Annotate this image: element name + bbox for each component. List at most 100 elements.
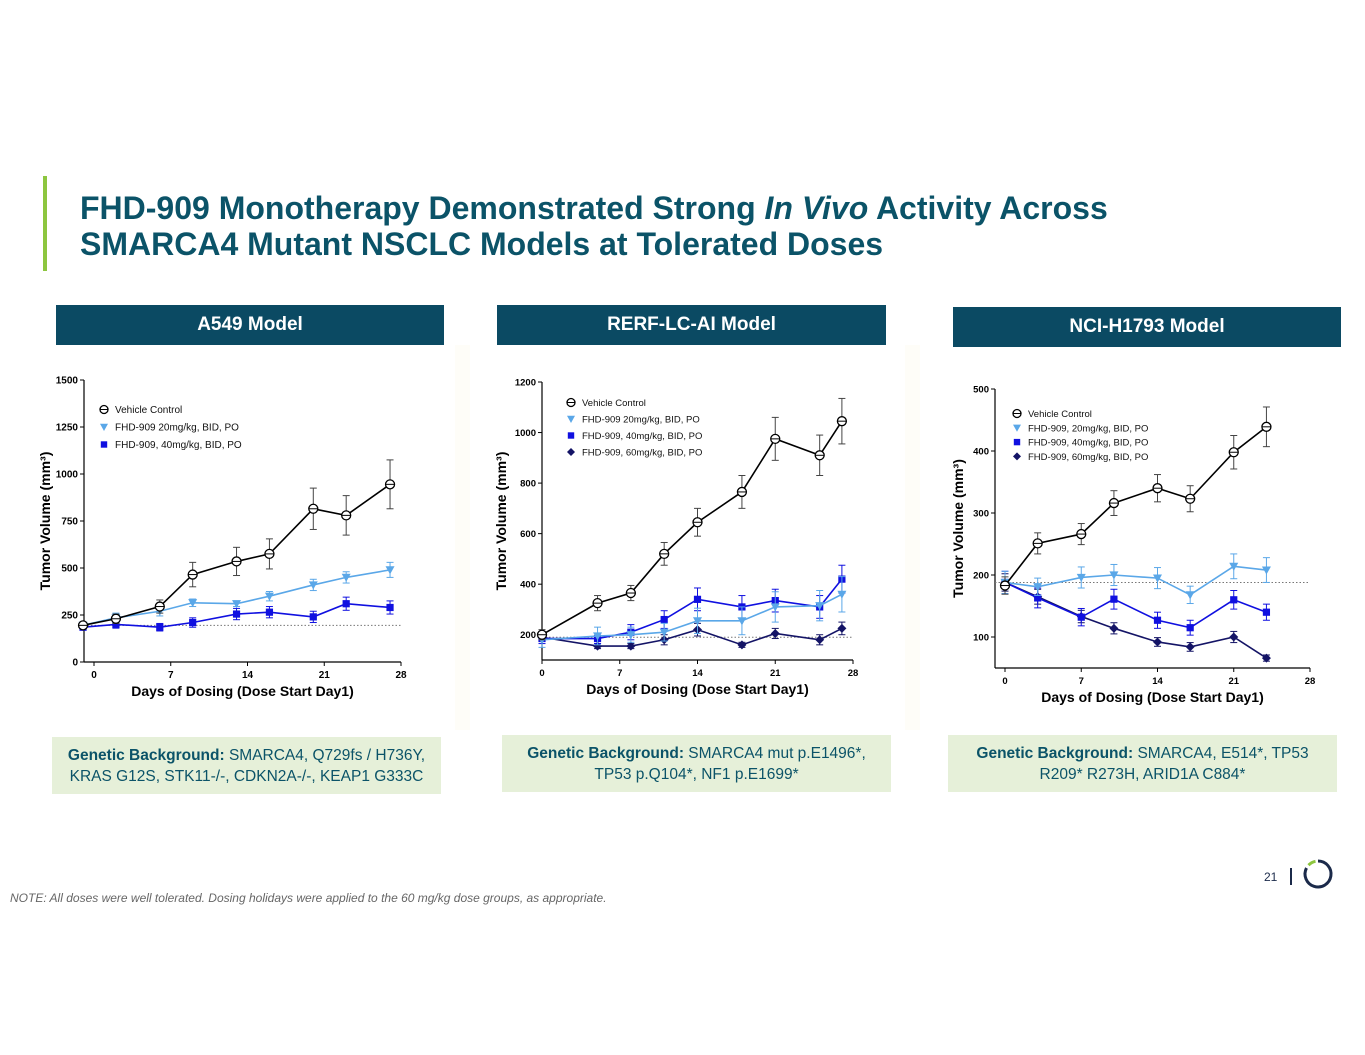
data-point <box>1229 562 1239 571</box>
series-line <box>541 593 843 641</box>
data-point <box>815 602 825 611</box>
genetic-text: SMARCA4, E514*, TP53 R209* R273H, ARID1A… <box>1039 744 1309 783</box>
data-point <box>626 631 636 640</box>
y-axis-label: Tumor Volume (mm³) <box>950 459 966 598</box>
legend: Vehicle Control FHD-909 20mg/kg, BID, PO F… <box>99 404 242 451</box>
y-axis-label: Tumor Volume (mm³) <box>37 452 53 591</box>
series-line <box>1004 581 1267 629</box>
y-tick-label: 250 <box>61 611 78 622</box>
data-point <box>232 600 242 609</box>
legend-item: FHD-909, 40mg/kg, BID, PO <box>1013 438 1148 449</box>
title-italic: In Vivo <box>764 190 869 226</box>
y-tick-label: 500 <box>61 564 78 575</box>
data-point <box>1034 594 1042 602</box>
data-point <box>1229 632 1239 642</box>
data-point <box>341 510 352 521</box>
panel-header-a549: A549 Model <box>56 305 444 345</box>
chart-rerf: 200 400 600 800 1000 1200 0 7 14 21 28 Days of Dosi… <box>493 378 858 698</box>
data-point <box>341 573 351 582</box>
legend-label: FHD-909 20mg/kg, BID, PO <box>115 423 239 434</box>
y-tick-label: 200 <box>520 630 536 641</box>
data-point <box>1108 497 1120 509</box>
data-point <box>1109 571 1119 580</box>
data-point <box>1033 583 1043 592</box>
legend-marker <box>566 397 576 408</box>
genetic-background-rerf: Genetic Background: SMARCA4 mut p.E1496*… <box>502 735 891 792</box>
x-tick-label: 21 <box>319 670 331 681</box>
data-point <box>1262 608 1271 616</box>
data-point <box>1185 642 1195 652</box>
data-point <box>1185 493 1196 504</box>
page-separator <box>1290 868 1292 885</box>
legend-item: FHD-909, 20mg/kg, BID, PO <box>1013 423 1148 434</box>
data-point <box>112 620 120 628</box>
title-part2: Activity Across <box>868 190 1108 226</box>
page-number: 21 <box>1264 870 1278 884</box>
legend-label: FHD-909, 60mg/kg, BID, PO <box>582 448 702 459</box>
y-tick-label: 300 <box>973 509 989 520</box>
data-point <box>77 620 89 631</box>
chart-nci: 100 200 300 400 500 0 7 14 21 28 Days of Dosing (D… <box>950 385 1315 706</box>
data-point <box>1153 616 1162 624</box>
data-point <box>737 640 747 650</box>
legend: Vehicle Control FHD-909 20mg/kg, BID, PO F… <box>566 397 702 459</box>
data-point <box>837 623 847 633</box>
data-point <box>1076 528 1087 540</box>
data-point <box>1152 483 1163 494</box>
data-point <box>384 479 396 490</box>
panel-header-nci: NCI-H1793 Model <box>953 307 1341 347</box>
genetic-label: Genetic Background: <box>527 744 684 762</box>
x-axis-label: Days of Dosing (Dose Start Day1) <box>131 683 354 699</box>
legend-label: FHD-909, 20mg/kg, BID, PO <box>1028 423 1148 434</box>
x-tick-label: 21 <box>1228 676 1239 687</box>
footnote: NOTE: All doses were well tolerated. Dos… <box>10 891 607 905</box>
data-point <box>110 613 122 624</box>
data-point <box>386 603 394 612</box>
data-point <box>1261 653 1271 663</box>
legend-label: FHD-909, 60mg/kg, BID, PO <box>1028 452 1148 463</box>
data-point <box>265 608 274 616</box>
series-vehicle-control <box>77 459 396 631</box>
data-point <box>736 486 748 498</box>
company-logo-icon <box>1303 859 1333 889</box>
data-point <box>342 600 350 608</box>
data-point <box>737 617 747 626</box>
legend-item: Vehicle Control <box>566 397 646 409</box>
data-point <box>837 590 847 599</box>
legend-item: FHD-909 20mg/kg, BID, PO <box>567 415 700 426</box>
data-point <box>189 618 197 627</box>
y-tick-label: 750 <box>61 517 78 528</box>
data-point <box>1185 591 1195 600</box>
genetic-text: SMARCA4 mut p.E1496*, TP53 p.Q104*, NF1 … <box>594 744 866 783</box>
legend-marker <box>99 404 109 415</box>
x-tick-label: 0 <box>91 670 97 681</box>
legend-label: FHD-909, 40mg/kg, BID, PO <box>115 440 242 451</box>
data-point <box>593 632 603 641</box>
data-point <box>1261 566 1271 575</box>
title-accent-bar <box>43 176 47 271</box>
legend-label: FHD-909, 40mg/kg, BID, PO <box>582 431 702 442</box>
slide-title: FHD-909 Monotherapy Demonstrated Strong … <box>80 190 1108 262</box>
legend-marker <box>100 423 108 431</box>
data-point <box>836 416 848 427</box>
y-tick-label: 400 <box>973 447 989 458</box>
data-point <box>815 635 825 645</box>
series-line <box>1004 581 1267 659</box>
data-point <box>626 641 636 651</box>
y-tick-label: 500 <box>973 385 989 396</box>
x-axis-label: Days of Dosing (Dose Start Day1) <box>1041 689 1264 705</box>
y-tick-label: 1000 <box>515 428 536 439</box>
x-tick-label: 14 <box>1152 676 1163 687</box>
genetic-background-nci: Genetic Background: SMARCA4, E514*, TP53… <box>948 735 1337 792</box>
legend-marker <box>567 432 575 439</box>
data-point <box>1228 447 1239 458</box>
y-tick-label: 1000 <box>56 470 79 481</box>
x-tick-label: 0 <box>1002 676 1007 687</box>
data-point <box>814 450 825 461</box>
legend-marker <box>1012 408 1022 419</box>
x-tick-label: 7 <box>617 668 622 679</box>
panel-shadow <box>905 345 920 730</box>
series-fhd-909-20mg-kg-bid-po <box>1000 553 1271 605</box>
legend-item: FHD-909 20mg/kg, BID, PO <box>100 423 239 434</box>
legend-marker <box>1013 424 1021 432</box>
